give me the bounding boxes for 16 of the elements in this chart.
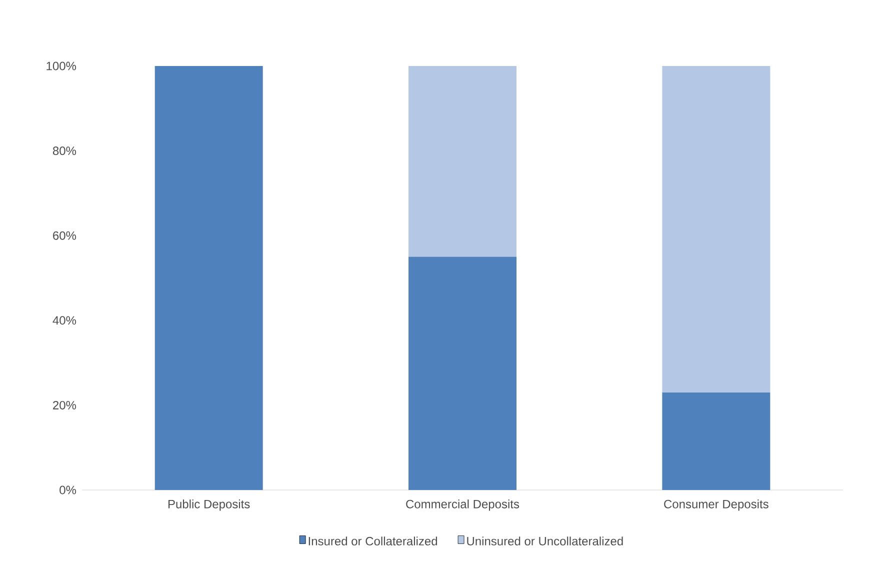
- x-tick-label: Consumer Deposits: [664, 500, 768, 511]
- y-tick-label: 0%: [60, 486, 76, 494]
- x-tick-label: Public Deposits: [168, 500, 250, 511]
- bar: [408, 66, 517, 257]
- y-tick-label: 100%: [46, 62, 76, 70]
- y-tick-label: 80%: [52, 146, 76, 156]
- y-tick-label: 60%: [53, 231, 76, 240]
- y-tick-label: 20%: [53, 400, 76, 410]
- y-tick-label: 40%: [52, 316, 76, 325]
- bar: [662, 392, 770, 490]
- legend-label: Insured or Collateralized: [308, 536, 438, 546]
- bar: [662, 66, 770, 392]
- x-tick-label: Commercial Deposits: [406, 500, 520, 511]
- bar: [408, 256, 517, 490]
- legend-label: Uninsured or Uncollateralized: [467, 536, 623, 546]
- bar: [154, 66, 263, 490]
